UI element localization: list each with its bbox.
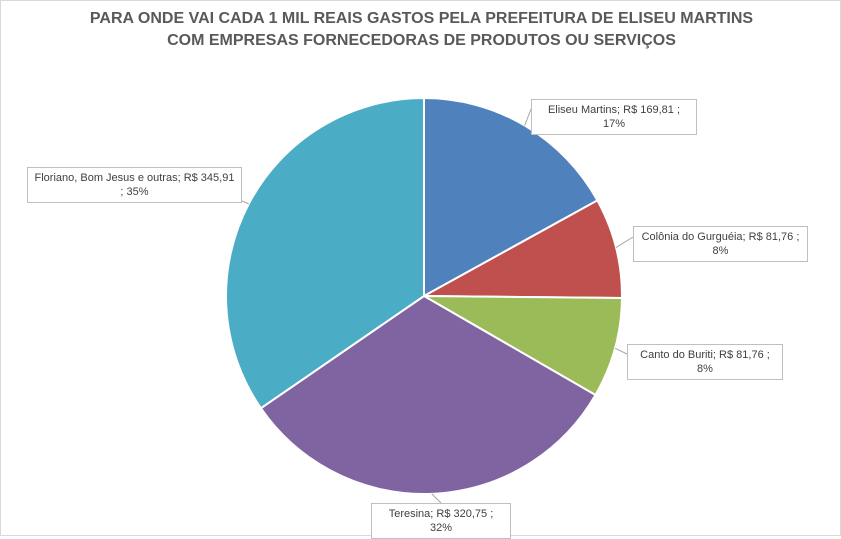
data-label-teresina: Teresina; R$ 320,75 ; 32% <box>371 503 511 539</box>
data-label-colonia-do-gurgueia: Colônia do Gurguéia; R$ 81,76 ; 8% <box>633 226 808 262</box>
pie-slice-teresina <box>259 294 597 495</box>
chart-title-line-2: COM EMPRESAS FORNECEDORAS DE PRODUTOS OU… <box>167 32 676 49</box>
data-label-canto-do-buriti: Canto do Buriti; R$ 81,76 ; 8% <box>627 344 783 380</box>
pie-slice-floriano-bom-jesus <box>225 96 425 410</box>
leader-line-teresina <box>431 493 442 504</box>
leader-line-canto-do-buriti <box>614 347 628 355</box>
pie-slice-eliseu-martins <box>423 96 599 298</box>
pie-slice-canto-do-buriti <box>420 294 624 397</box>
data-label-eliseu-martins: Eliseu Martins; R$ 169,81 ; 17% <box>531 99 697 135</box>
leader-line-floriano-bom-jesus <box>241 200 249 205</box>
chart-title-line-1: PARA ONDE VAI CADA 1 MIL REAIS GASTOS PE… <box>89 10 754 27</box>
leader-line-colonia-do-gurgueia <box>615 236 634 249</box>
data-label-floriano-bom-jesus: Floriano, Bom Jesus e outras; R$ 345,91 … <box>27 167 242 203</box>
leader-line-eliseu-martins <box>524 108 532 126</box>
pie-slice-colonia-do-gurgueia <box>420 199 623 299</box>
